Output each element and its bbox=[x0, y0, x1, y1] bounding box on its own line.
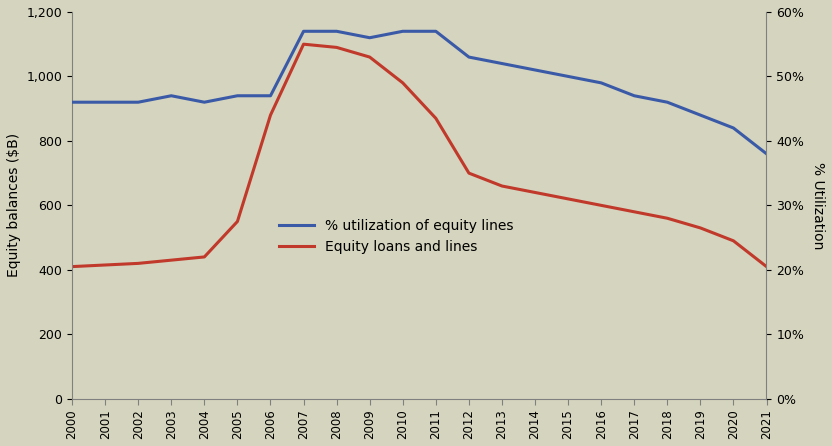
Equity loans and lines bbox=[232, 219, 242, 224]
Equity loans and lines bbox=[398, 80, 408, 86]
% utilization of equity lines bbox=[629, 93, 639, 99]
Equity loans and lines bbox=[364, 54, 374, 60]
Equity loans and lines bbox=[530, 190, 540, 195]
Equity loans and lines bbox=[729, 238, 739, 244]
Equity loans and lines bbox=[332, 45, 342, 50]
Equity loans and lines bbox=[133, 261, 143, 266]
% utilization of equity lines bbox=[597, 80, 607, 86]
% utilization of equity lines bbox=[265, 93, 275, 99]
% utilization of equity lines bbox=[332, 29, 342, 34]
% utilization of equity lines bbox=[464, 54, 474, 60]
Equity loans and lines bbox=[497, 183, 507, 189]
% utilization of equity lines bbox=[166, 93, 176, 99]
Equity loans and lines bbox=[662, 215, 672, 221]
% utilization of equity lines bbox=[662, 99, 672, 105]
% utilization of equity lines bbox=[696, 112, 706, 118]
Equity loans and lines bbox=[761, 264, 771, 269]
Equity loans and lines bbox=[563, 196, 573, 202]
% utilization of equity lines bbox=[133, 99, 143, 105]
Y-axis label: Equity balances ($B): Equity balances ($B) bbox=[7, 133, 21, 277]
Equity loans and lines bbox=[696, 225, 706, 231]
% utilization of equity lines bbox=[67, 99, 77, 105]
Equity loans and lines bbox=[100, 262, 110, 268]
% utilization of equity lines bbox=[299, 29, 309, 34]
Line: % utilization of equity lines: % utilization of equity lines bbox=[72, 31, 766, 154]
Equity loans and lines bbox=[629, 209, 639, 215]
Line: Equity loans and lines: Equity loans and lines bbox=[72, 44, 766, 267]
Equity loans and lines bbox=[166, 257, 176, 263]
% utilization of equity lines bbox=[530, 67, 540, 73]
Equity loans and lines bbox=[265, 112, 275, 118]
% utilization of equity lines bbox=[364, 35, 374, 41]
% utilization of equity lines bbox=[497, 61, 507, 66]
% utilization of equity lines bbox=[200, 99, 210, 105]
Equity loans and lines bbox=[464, 170, 474, 176]
Equity loans and lines bbox=[67, 264, 77, 269]
Legend: % utilization of equity lines, Equity loans and lines: % utilization of equity lines, Equity lo… bbox=[274, 213, 519, 259]
% utilization of equity lines bbox=[398, 29, 408, 34]
% utilization of equity lines bbox=[729, 125, 739, 131]
% utilization of equity lines bbox=[431, 29, 441, 34]
Equity loans and lines bbox=[299, 41, 309, 47]
% utilization of equity lines bbox=[232, 93, 242, 99]
Equity loans and lines bbox=[431, 116, 441, 121]
Equity loans and lines bbox=[200, 254, 210, 260]
% utilization of equity lines bbox=[761, 151, 771, 157]
% utilization of equity lines bbox=[563, 74, 573, 79]
% utilization of equity lines bbox=[100, 99, 110, 105]
Y-axis label: % Utilization: % Utilization bbox=[811, 161, 825, 249]
Equity loans and lines bbox=[597, 202, 607, 208]
